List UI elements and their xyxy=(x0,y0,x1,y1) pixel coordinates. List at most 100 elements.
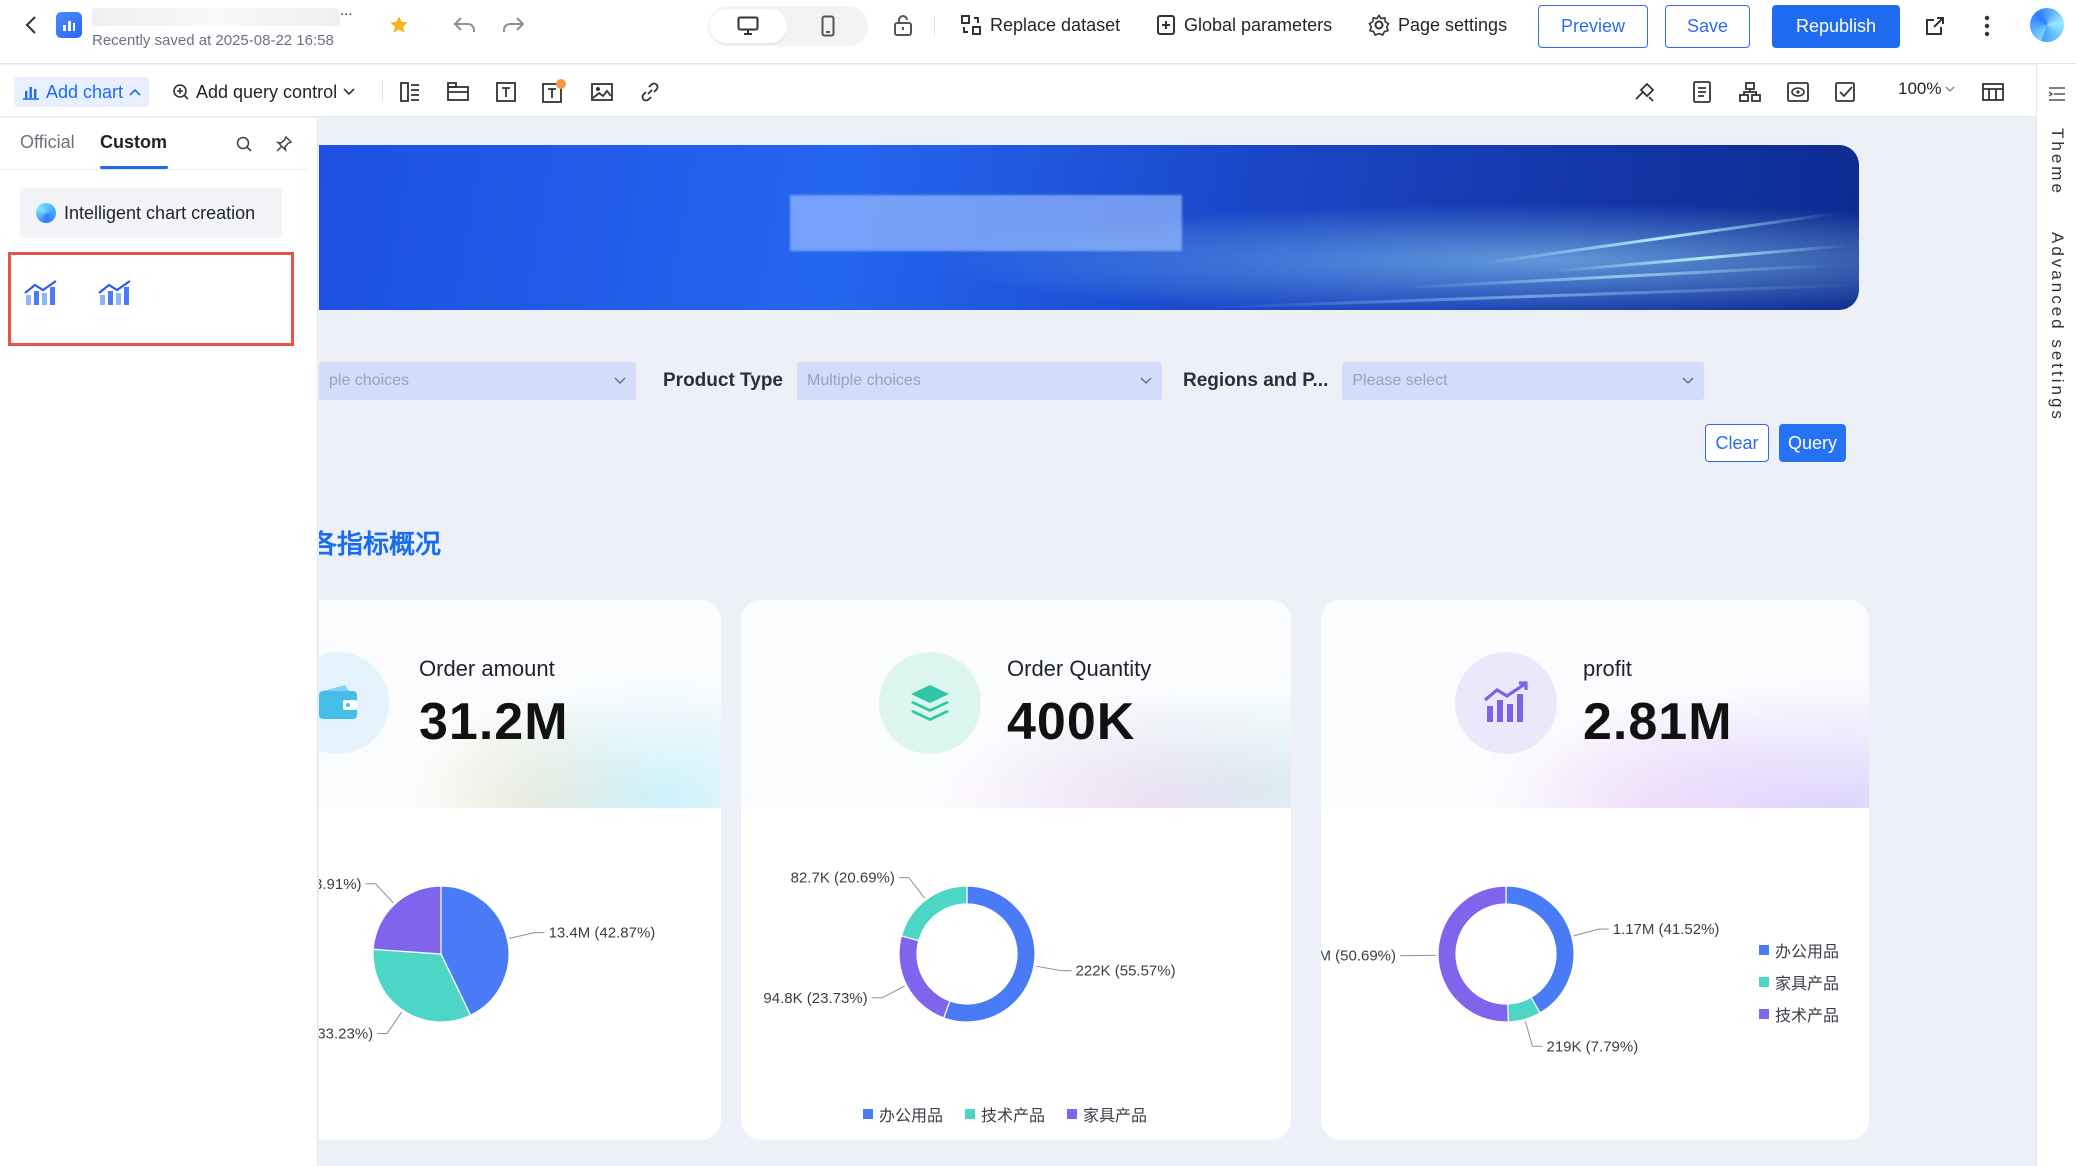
regions-select[interactable]: Please select xyxy=(1342,362,1705,400)
pie-leader-line xyxy=(1524,1021,1543,1047)
pie-slice[interactable] xyxy=(1505,885,1575,1014)
kpi-label: Order amount xyxy=(419,656,555,681)
top-bar: Recently saved at 2025-08-22 16:58 ... R… xyxy=(0,0,2076,64)
right-settings-rail: Theme Advanced settings xyxy=(2036,64,2076,1166)
page-settings-label: Page settings xyxy=(1398,14,1508,35)
republish-button[interactable]: Republish xyxy=(1772,5,1900,48)
pie-slice[interactable] xyxy=(372,885,442,955)
kpi-card-header: Order Quantity 400K xyxy=(741,600,1291,808)
save-button[interactable]: Save xyxy=(1665,5,1750,48)
chevron-down-icon xyxy=(1945,86,1955,92)
pie-slice[interactable] xyxy=(372,948,472,1023)
legend-swatch xyxy=(1067,1109,1078,1119)
layers-icon xyxy=(879,652,981,754)
pie-slice[interactable] xyxy=(898,935,951,1019)
banner-light-streak xyxy=(1480,211,1838,266)
header-banner xyxy=(319,145,1859,310)
legend-label: 办公用品 xyxy=(879,1108,944,1125)
gear-icon xyxy=(1368,14,1390,36)
text-box-icon[interactable] xyxy=(491,77,521,107)
pie-slice[interactable] xyxy=(942,885,1036,1023)
pie-data-label: 219K (7.79%) xyxy=(1546,1038,1638,1055)
pie-leader-line xyxy=(1035,965,1072,972)
banner-title-redacted xyxy=(790,195,1182,251)
divider xyxy=(382,81,383,101)
checklist-icon[interactable] xyxy=(1831,77,1861,107)
first-filter-select[interactable]: ple choices xyxy=(319,362,636,400)
query-button[interactable]: Query xyxy=(1779,424,1846,462)
rich-text-icon[interactable] xyxy=(539,77,569,107)
image-icon[interactable] xyxy=(587,77,617,107)
global-parameters-button[interactable]: Global parameters xyxy=(1156,12,1332,38)
pie-slice[interactable] xyxy=(1437,885,1509,1023)
legend-swatch xyxy=(863,1109,873,1119)
legend-item[interactable]: 办公用品 xyxy=(1759,938,1839,962)
table-grid-icon[interactable] xyxy=(1978,77,2008,107)
pie-slice[interactable] xyxy=(440,885,510,1017)
page-settings-button[interactable]: Page settings xyxy=(1368,12,1507,38)
kpi-card-header: Order amount 31.2M xyxy=(319,600,721,808)
legend-item[interactable]: 家具产品 xyxy=(1759,970,1839,994)
clear-button[interactable]: Clear xyxy=(1705,424,1769,462)
pie-leader-line xyxy=(898,877,926,899)
chevron-up-icon xyxy=(129,88,141,96)
intelligent-chart-creation-button[interactable]: Intelligent chart creation xyxy=(20,188,282,238)
add-chart-button[interactable]: Add chart xyxy=(14,77,150,107)
pie-leader-line xyxy=(1573,928,1609,937)
theme-brush-icon[interactable] xyxy=(1630,77,1660,107)
tab-divider xyxy=(0,169,308,170)
kpi-label: profit xyxy=(1583,656,1632,681)
hierarchy-icon[interactable] xyxy=(1735,77,1765,107)
legend-label: 家具产品 xyxy=(1083,1108,1148,1125)
search-icon[interactable] xyxy=(232,132,256,156)
add-chart-label: Add chart xyxy=(46,81,124,102)
desktop-view-icon[interactable] xyxy=(709,9,787,43)
redo-icon[interactable] xyxy=(500,12,526,38)
report-title-redacted[interactable] xyxy=(92,8,340,26)
report-title-block: Recently saved at 2025-08-22 16:58 xyxy=(92,6,362,54)
tab-container-icon[interactable] xyxy=(443,77,473,107)
tab-official[interactable]: Official xyxy=(20,132,75,152)
legend-item[interactable]: 家具产品 xyxy=(1067,1102,1147,1126)
legend-item[interactable]: 技术产品 xyxy=(1759,1002,1839,1026)
product-type-select[interactable]: Multiple choices xyxy=(797,362,1162,400)
section-title: 各指标概况 xyxy=(319,529,442,559)
collapse-menu-icon[interactable] xyxy=(2047,84,2067,104)
kpi-card-header: profit 2.81M xyxy=(1321,600,1869,808)
zoom-dropdown[interactable]: 100% xyxy=(1898,79,1955,99)
add-query-control-button[interactable]: Add query control xyxy=(172,77,355,107)
pie-leader-line xyxy=(377,1011,403,1034)
preview-button[interactable]: Preview xyxy=(1538,5,1648,48)
assistant-avatar-icon[interactable] xyxy=(2030,8,2064,42)
lock-icon[interactable] xyxy=(890,12,916,38)
external-link-icon[interactable] xyxy=(1920,11,1950,41)
tab-custom[interactable]: Custom xyxy=(100,132,167,152)
mobile-view-icon[interactable] xyxy=(789,9,867,43)
replace-dataset-button[interactable]: Replace dataset xyxy=(960,12,1120,38)
pin-icon[interactable] xyxy=(272,132,296,156)
custom-chart-1-icon[interactable] xyxy=(21,275,61,311)
eye-preview-icon[interactable] xyxy=(1783,77,1813,107)
custom-charts-highlight xyxy=(8,252,294,346)
custom-chart-2-icon[interactable] xyxy=(95,275,135,311)
theme-tab[interactable]: Theme xyxy=(2048,128,2067,196)
pie-data-label: 82.7K (20.69%) xyxy=(791,870,895,887)
legend-label: 技术产品 xyxy=(1775,1008,1840,1025)
report-list-icon[interactable] xyxy=(1687,77,1717,107)
favorite-star-icon[interactable] xyxy=(386,12,412,38)
device-toggle xyxy=(708,6,868,46)
pie-slice[interactable] xyxy=(900,885,968,942)
back-icon[interactable] xyxy=(18,12,44,38)
advanced-settings-tab[interactable]: Advanced settings xyxy=(2048,232,2067,422)
legend-swatch xyxy=(1759,1009,1769,1019)
product-type-label: Product Type xyxy=(663,370,783,391)
search-plus-icon xyxy=(173,84,189,100)
legend-item[interactable]: 技术产品 xyxy=(965,1102,1045,1126)
more-vertical-icon[interactable] xyxy=(1972,11,2002,41)
layout-columns-icon[interactable] xyxy=(395,77,425,107)
link-icon[interactable] xyxy=(635,77,665,107)
undo-icon[interactable] xyxy=(452,12,478,38)
legend-item[interactable]: 办公用品 xyxy=(863,1102,943,1126)
add-query-control-label: Add query control xyxy=(196,81,338,102)
product-type-placeholder: Multiple choices xyxy=(807,372,921,389)
